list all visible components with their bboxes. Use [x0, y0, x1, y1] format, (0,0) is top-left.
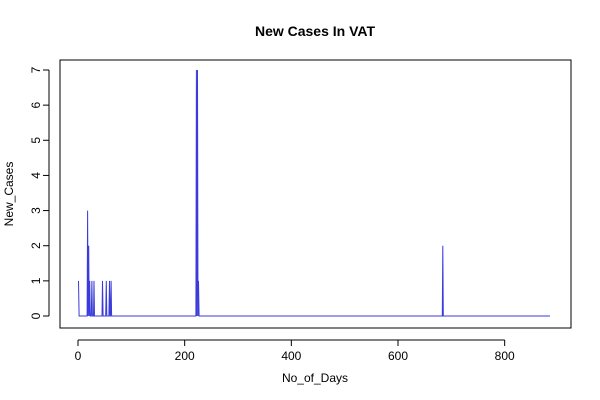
y-tick-label: 7	[29, 66, 43, 73]
x-tick-label: 0	[75, 349, 82, 363]
x-tick-label: 200	[175, 349, 195, 363]
y-tick-label: 2	[29, 242, 43, 249]
x-tick-label: 400	[281, 349, 301, 363]
x-axis: 0 200 400 600 800	[75, 339, 515, 363]
chart-title: New Cases In VAT	[255, 23, 376, 39]
y-axis-label: New_Cases	[2, 162, 16, 227]
y-tick-label: 1	[29, 277, 43, 284]
x-tick-label: 600	[388, 349, 408, 363]
y-axis: 0 1 2 3 4 5 6 7	[29, 66, 50, 319]
series-line	[78, 69, 550, 317]
y-tick-label: 6	[29, 101, 43, 108]
x-axis-label: No_of_Days	[282, 371, 348, 385]
plot-frame	[59, 59, 572, 329]
y-tick-label: 3	[29, 207, 43, 214]
x-tick-label: 800	[495, 349, 515, 363]
y-tick-label: 0	[29, 312, 43, 319]
y-tick-label: 5	[29, 137, 43, 144]
y-tick-label: 4	[29, 172, 43, 179]
